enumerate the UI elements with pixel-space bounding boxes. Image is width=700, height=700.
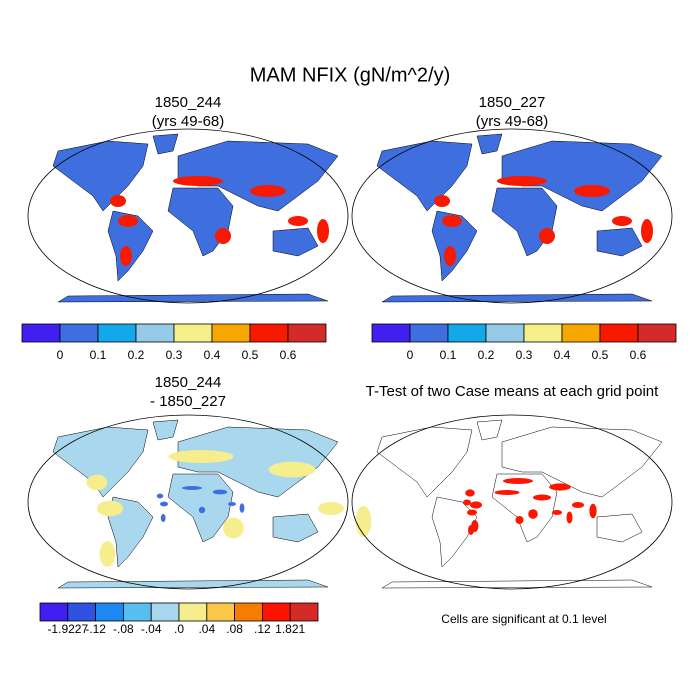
colorbar-box: [289, 602, 319, 622]
panel-title: 1850_227: [479, 94, 546, 111]
colorbar-label: -.04: [141, 622, 162, 636]
colorbar-box: [150, 602, 180, 622]
colorbar-box: [637, 323, 677, 343]
colorbar-box: [447, 323, 487, 343]
colorbar-box: [135, 323, 175, 343]
colorbar-label: -.12: [85, 622, 106, 636]
colorbar-box: [371, 323, 411, 343]
colorbar-label: 0.4: [204, 348, 221, 362]
colorbar-label: 0: [407, 348, 414, 362]
colorbar-box: [21, 323, 61, 343]
colorbar-label: 0.1: [90, 348, 107, 362]
colorbar-label: 0.5: [592, 348, 609, 362]
map: [351, 128, 673, 304]
colorbar-box: [599, 323, 639, 343]
colorbar-box: [261, 602, 291, 622]
colorbar-label: 0.1: [440, 348, 457, 362]
colorbar-label: 0.2: [128, 348, 145, 362]
colorbar-box: [287, 323, 327, 343]
map: [27, 414, 372, 590]
colorbar-box: [67, 602, 97, 622]
colorbar-label: .12: [254, 622, 271, 636]
colorbar-label: 0: [57, 348, 64, 362]
colorbar-box: [409, 323, 449, 343]
colorbar-label: 0.3: [516, 348, 533, 362]
panel-title: 1850_244: [155, 94, 222, 111]
colorbar-box: [39, 602, 69, 622]
colorbar-box: [123, 602, 152, 622]
colorbar-box: [206, 602, 236, 622]
colorbar-box: [234, 602, 263, 622]
colorbar-box: [211, 323, 251, 343]
colorbar-label: -.08: [113, 622, 134, 636]
colorbar-label: 0.2: [478, 348, 495, 362]
panel-title: (yrs 49-68): [152, 113, 225, 130]
colorbar-box: [173, 323, 213, 343]
colorbar-box: [561, 323, 601, 343]
colorbar-label: .04: [198, 622, 215, 636]
colorbar-label: 0.5: [242, 348, 259, 362]
colorbar-label: .0: [174, 622, 184, 636]
colorbar-box: [523, 323, 563, 343]
panel-title: (yrs 49-68): [476, 113, 549, 130]
colorbar-label: 0.4: [554, 348, 571, 362]
colorbar-box: [97, 323, 137, 343]
colorbar-box: [485, 323, 525, 343]
colorbar-label: -1.9227: [47, 622, 88, 636]
map: [27, 128, 349, 304]
colorbar-label: .08: [226, 622, 243, 636]
panel-title: 1850_244: [155, 374, 222, 391]
colorbar-label: 0.3: [166, 348, 183, 362]
panel-title: T-Test of two Case means at each grid po…: [366, 383, 659, 400]
colorbar-box: [95, 602, 124, 622]
map: [351, 414, 673, 590]
figure-title: MAM NFIX (gN/m^2/y): [250, 64, 451, 86]
panel-title: - 1850_227: [150, 393, 226, 410]
colorbar-box: [249, 323, 289, 343]
colorbar-box: [59, 323, 99, 343]
colorbar-box: [178, 602, 208, 622]
colorbar-label: 1.821: [275, 622, 305, 636]
note: Cells are significant at 0.1 level: [441, 612, 606, 626]
colorbar-label: 0.6: [280, 348, 297, 362]
colorbar-label: 0.6: [630, 348, 647, 362]
